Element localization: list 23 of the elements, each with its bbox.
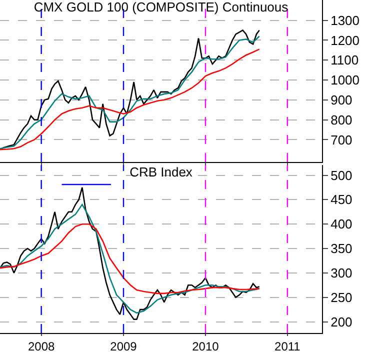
y-tick-label: 1100 bbox=[330, 52, 359, 68]
x-tick-label: 2009 bbox=[110, 339, 138, 352]
x-tick-label: 2011 bbox=[274, 339, 301, 352]
y-tick-label: 200 bbox=[330, 314, 352, 330]
y-tick-label: 1300 bbox=[330, 12, 360, 28]
y-tick-label: 350 bbox=[330, 241, 352, 256]
y-tick-label: 450 bbox=[330, 192, 352, 208]
line-series bbox=[0, 223, 260, 294]
line-series bbox=[0, 186, 260, 320]
y-tick-label: 1000 bbox=[330, 72, 360, 88]
y-tick-label: 1200 bbox=[330, 32, 360, 48]
y-tick-label: 250 bbox=[330, 290, 352, 305]
x-tick-label: 2008 bbox=[28, 339, 55, 352]
chart-title: CMX GOLD 100 (COMPOSITE) Continuous bbox=[34, 0, 289, 15]
y-tick-label: 700 bbox=[330, 132, 352, 148]
y-tick-label: 800 bbox=[330, 112, 352, 128]
y-tick-label: 300 bbox=[330, 265, 352, 280]
line-series bbox=[0, 204, 260, 314]
y-tick-label: 500 bbox=[330, 168, 352, 183]
y-tick-label: 900 bbox=[330, 92, 352, 108]
chart-title: CRB Index bbox=[130, 164, 193, 180]
y-tick-label: 400 bbox=[330, 216, 352, 232]
x-tick-label: 2010 bbox=[192, 339, 220, 352]
